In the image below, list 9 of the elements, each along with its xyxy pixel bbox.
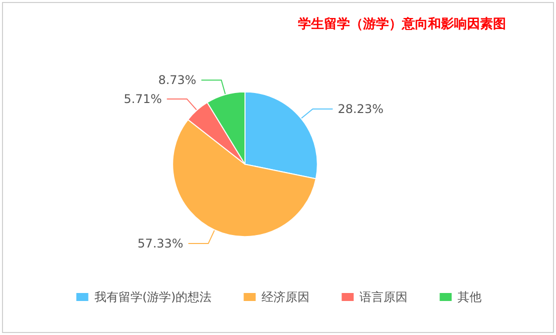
data-label: 57.33%: [138, 236, 184, 251]
legend-label: 经济原因: [262, 290, 310, 304]
data-label: 28.23%: [338, 102, 384, 116]
legend-label: 我有留学(游学)的想法: [94, 290, 212, 304]
legend-label: 语言原因: [360, 290, 408, 304]
data-label: 5.71%: [124, 92, 162, 106]
data-label: 8.73%: [158, 73, 196, 88]
chart-title: 学生留学（游学）意向和影响因素图: [298, 16, 506, 32]
legend-label: 其他: [458, 290, 482, 304]
